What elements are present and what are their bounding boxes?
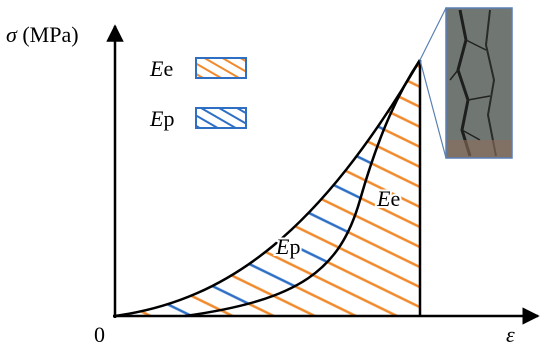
ep-region <box>115 60 420 316</box>
legend-swatch <box>195 107 247 129</box>
y-axis-label: σ (MPa) <box>6 22 79 47</box>
unloading-curve <box>184 59 422 318</box>
callout-line <box>419 7 447 61</box>
legend-label: Ee <box>149 56 173 81</box>
loading-curve <box>114 59 422 318</box>
origin-label: 0 <box>94 322 105 347</box>
callout-line <box>419 59 447 159</box>
x-axis-label: ε <box>506 322 515 347</box>
legend-label: Ep <box>149 106 174 131</box>
region-label: Ee <box>376 186 400 211</box>
legend-swatch <box>195 57 247 79</box>
region-label: Ep <box>275 234 300 259</box>
specimen-photo <box>445 7 513 159</box>
ee-region <box>185 60 420 316</box>
